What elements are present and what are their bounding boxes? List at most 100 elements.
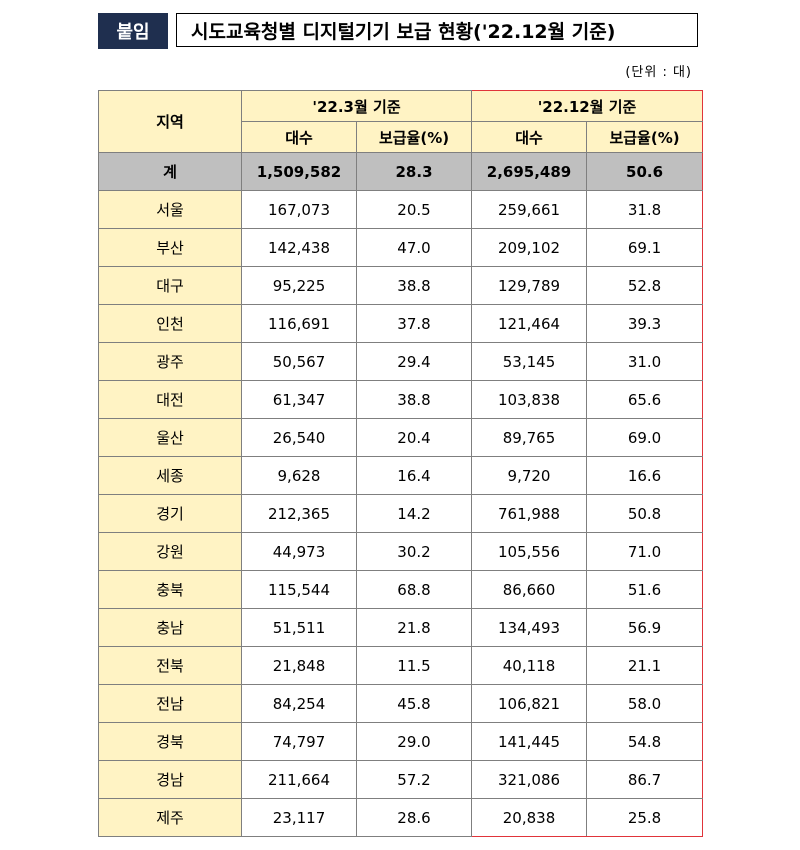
region-cell: 전남: [98, 684, 242, 723]
region-cell: 인천: [98, 304, 242, 343]
distribution-table: 지역 '22.3월 기준 '22.12월 기준 대수 보급율(%) 대수 보급율…: [98, 90, 704, 837]
rate-mar-cell: 29.4: [355, 342, 473, 381]
table-row: 경북 74,797 29.0 141,445 54.8: [98, 722, 704, 761]
count-dec-cell: 86,660: [471, 570, 588, 609]
attachment-badge: 붙임: [98, 13, 168, 49]
table-row: 전북 21,848 11.5 40,118 21.1: [98, 646, 704, 685]
count-mar-cell: 23,117: [241, 798, 357, 837]
count-mar-cell: 142,438: [241, 228, 357, 267]
count-mar-cell: 115,544: [241, 570, 357, 609]
region-cell: 제주: [98, 798, 242, 837]
region-cell: 전북: [98, 646, 242, 685]
count-dec-cell: 20,838: [471, 798, 588, 837]
region-cell: 충북: [98, 570, 242, 609]
count-mar-cell: 50,567: [241, 342, 357, 381]
rate-mar-cell: 21.8: [355, 608, 473, 647]
rate-mar-cell: 11.5: [355, 646, 473, 685]
rate-dec-cell: 65.6: [586, 380, 704, 419]
count-dec-cell: 53,145: [471, 342, 588, 381]
period2-header: '22.12월 기준: [471, 90, 704, 122]
region-cell: 세종: [98, 456, 242, 495]
table-row: 대전 61,347 38.8 103,838 65.6: [98, 380, 704, 419]
table-row: 제주 23,117 28.6 20,838 25.8: [98, 798, 704, 837]
region-cell: 부산: [98, 228, 242, 267]
count-dec-cell: 141,445: [471, 722, 588, 761]
period2-count-header: 대수: [471, 121, 588, 153]
region-cell: 울산: [98, 418, 242, 457]
rate-dec-cell: 31.8: [586, 190, 704, 229]
count-mar-cell: 21,848: [241, 646, 357, 685]
region-cell: 충남: [98, 608, 242, 647]
period1-rate-header: 보급율(%): [355, 121, 473, 153]
table-row: 충남 51,511 21.8 134,493 56.9: [98, 608, 704, 647]
rate-dec-cell: 21.1: [586, 646, 704, 685]
count-mar-cell: 116,691: [241, 304, 357, 343]
period1-header: '22.3월 기준: [240, 90, 473, 122]
count-mar-cell: 95,225: [241, 266, 357, 305]
rate-mar-cell: 16.4: [355, 456, 473, 495]
header-row-2: 대수 보급율(%) 대수 보급율(%): [99, 121, 704, 153]
rate-mar-cell: 47.0: [355, 228, 473, 267]
rate-mar-cell: 45.8: [355, 684, 473, 723]
count-mar-cell: 211,664: [241, 760, 357, 799]
count-mar-cell: 84,254: [241, 684, 357, 723]
count-dec-cell: 209,102: [471, 228, 588, 267]
count-dec-cell: 259,661: [471, 190, 588, 229]
rate-mar-cell: 38.8: [355, 266, 473, 305]
rate-dec-cell: 69.1: [586, 228, 704, 267]
region-cell: 대전: [98, 380, 242, 419]
rate-mar-cell: 20.5: [355, 190, 473, 229]
count-mar-cell: 61,347: [241, 380, 357, 419]
header-row-1: 지역 '22.3월 기준 '22.12월 기준: [98, 90, 704, 153]
region-cell: 강원: [98, 532, 242, 571]
rate-mar-cell: 20.4: [355, 418, 473, 457]
period1-count-header: 대수: [241, 121, 357, 153]
unit-label: (단위 : 대): [625, 65, 692, 80]
rate-dec-cell: 39.3: [586, 304, 704, 343]
count-dec-cell: 321,086: [471, 760, 588, 799]
document-title: 시도교육청별 디지털기기 보급 현황('22.12월 기준): [176, 13, 698, 47]
total-rate-mar: 28.3: [355, 152, 473, 191]
region-cell: 경남: [98, 760, 242, 799]
total-label: 계: [98, 152, 242, 191]
count-dec-cell: 134,493: [471, 608, 588, 647]
count-mar-cell: 167,073: [241, 190, 357, 229]
rate-dec-cell: 86.7: [586, 760, 704, 799]
rate-dec-cell: 16.6: [586, 456, 704, 495]
count-dec-cell: 129,789: [471, 266, 588, 305]
region-cell: 대구: [98, 266, 242, 305]
rate-mar-cell: 29.0: [355, 722, 473, 761]
rate-mar-cell: 68.8: [355, 570, 473, 609]
total-row: 계 1,509,582 28.3 2,695,489 50.6: [98, 152, 704, 191]
rate-dec-cell: 54.8: [586, 722, 704, 761]
count-mar-cell: 9,628: [241, 456, 357, 495]
count-mar-cell: 212,365: [241, 494, 357, 533]
count-mar-cell: 26,540: [241, 418, 357, 457]
table-row: 전남 84,254 45.8 106,821 58.0: [98, 684, 704, 723]
table-row: 경기 212,365 14.2 761,988 50.8: [98, 494, 704, 533]
document-title-text: 시도교육청별 디지털기기 보급 현황('22.12월 기준): [191, 20, 616, 43]
count-dec-cell: 9,720: [471, 456, 588, 495]
count-dec-cell: 103,838: [471, 380, 588, 419]
count-dec-cell: 121,464: [471, 304, 588, 343]
table-row: 강원 44,973 30.2 105,556 71.0: [98, 532, 704, 571]
region-cell: 경북: [98, 722, 242, 761]
total-rate-dec: 50.6: [586, 152, 704, 191]
region-cell: 경기: [98, 494, 242, 533]
rate-mar-cell: 14.2: [355, 494, 473, 533]
rate-dec-cell: 56.9: [586, 608, 704, 647]
count-dec-cell: 106,821: [471, 684, 588, 723]
count-dec-cell: 761,988: [471, 494, 588, 533]
rate-dec-cell: 51.6: [586, 570, 704, 609]
table-row: 세종 9,628 16.4 9,720 16.6: [98, 456, 704, 495]
table-row: 충북 115,544 68.8 86,660 51.6: [98, 570, 704, 609]
count-dec-cell: 105,556: [471, 532, 588, 571]
rate-dec-cell: 50.8: [586, 494, 704, 533]
rate-dec-cell: 71.0: [586, 532, 704, 571]
region-cell: 광주: [98, 342, 242, 381]
table-row: 대구 95,225 38.8 129,789 52.8: [98, 266, 704, 305]
region-header: 지역: [98, 90, 242, 153]
count-mar-cell: 44,973: [241, 532, 357, 571]
rate-dec-cell: 69.0: [586, 418, 704, 457]
count-mar-cell: 51,511: [241, 608, 357, 647]
